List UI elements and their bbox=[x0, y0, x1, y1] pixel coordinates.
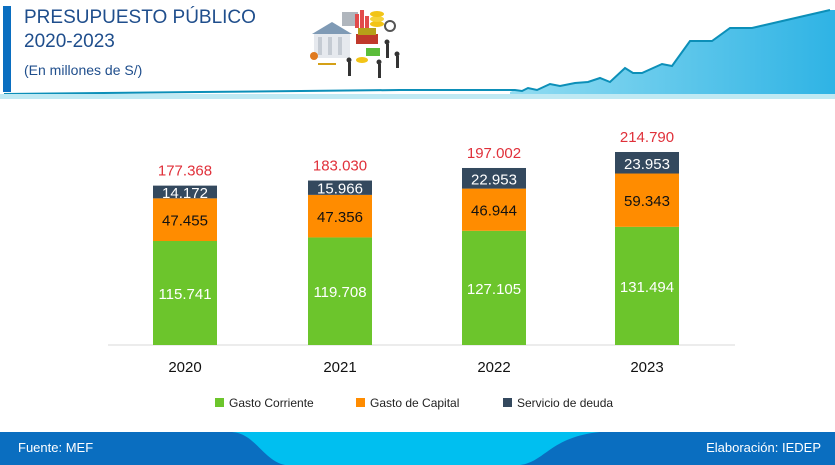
data-label: 46.944 bbox=[471, 203, 517, 220]
data-label: 47.356 bbox=[317, 209, 363, 226]
bar-segment-gasto-capital bbox=[153, 198, 217, 242]
legend-label: Gasto Corriente bbox=[229, 396, 314, 410]
bars-group bbox=[153, 152, 679, 345]
data-label: 119.708 bbox=[313, 284, 366, 301]
page-title: PRESUPUESTO PÚBLICO 2020-2023 bbox=[24, 6, 256, 54]
x-tick-label: 2022 bbox=[477, 359, 510, 376]
bar-segment-gasto-corriente bbox=[308, 237, 372, 345]
legend: Gasto Corriente Gasto de Capital Servicio … bbox=[215, 396, 613, 410]
total-label: 197.002 bbox=[467, 145, 521, 162]
legend-swatch-gasto-capital bbox=[356, 398, 365, 407]
bar-segment-gasto-capital bbox=[462, 188, 526, 231]
footer-credit: Elaboración: IEDEP bbox=[706, 440, 821, 455]
total-label: 183.030 bbox=[313, 158, 367, 175]
data-label: 23.953 bbox=[624, 156, 670, 173]
bar-segment-gasto-capital bbox=[615, 173, 679, 227]
header: PRESUPUESTO PÚBLICO 2020-2023 (En millon… bbox=[0, 0, 835, 100]
bar-segment-servicio-deuda bbox=[308, 180, 372, 195]
title-accent-bar bbox=[3, 6, 11, 92]
bar-segment-gasto-corriente bbox=[462, 230, 526, 345]
header-banner-graph bbox=[0, 9, 835, 99]
subtitle: (En millones de S/) bbox=[24, 62, 143, 78]
data-label: 115.741 bbox=[158, 286, 211, 303]
bar-segment-servicio-deuda bbox=[462, 167, 526, 189]
data-label: 15.966 bbox=[317, 181, 363, 198]
data-label: 14.172 bbox=[162, 185, 208, 202]
labels-group: 115.741 47.455 14.172 177.368 2020 119.708 47.… bbox=[158, 129, 674, 376]
title-line-1: PRESUPUESTO PÚBLICO bbox=[24, 7, 256, 28]
bar-segment-gasto-capital bbox=[308, 194, 372, 238]
legend-swatch-servicio-deuda bbox=[503, 398, 512, 407]
legend-swatch-gasto-corriente bbox=[215, 398, 224, 407]
data-label: 127.105 bbox=[467, 281, 521, 298]
bar-segment-servicio-deuda bbox=[615, 152, 679, 174]
stacked-bar-chart: 115.741 47.455 14.172 177.368 2020 119.708 47.… bbox=[108, 129, 735, 410]
legend-label: Servicio de deuda bbox=[517, 396, 613, 410]
legend-label: Gasto de Capital bbox=[370, 396, 459, 410]
x-tick-label: 2021 bbox=[323, 359, 356, 376]
budget-illustration-icon bbox=[310, 10, 400, 78]
data-label: 131.494 bbox=[620, 279, 674, 296]
total-label: 177.368 bbox=[158, 163, 212, 180]
x-tick-label: 2023 bbox=[630, 359, 663, 376]
title-line-2: 2020-2023 bbox=[24, 31, 115, 52]
data-label: 22.953 bbox=[471, 171, 517, 188]
bar-segment-gasto-corriente bbox=[615, 226, 679, 345]
bar-segment-servicio-deuda bbox=[153, 185, 217, 199]
total-label: 214.790 bbox=[620, 129, 674, 146]
data-label: 59.343 bbox=[624, 193, 670, 210]
footer-source: Fuente: MEF bbox=[18, 440, 94, 455]
bar-segment-gasto-corriente bbox=[153, 241, 217, 345]
x-tick-label: 2020 bbox=[168, 359, 201, 376]
data-label: 47.455 bbox=[162, 213, 208, 230]
footer-banner bbox=[0, 432, 835, 465]
